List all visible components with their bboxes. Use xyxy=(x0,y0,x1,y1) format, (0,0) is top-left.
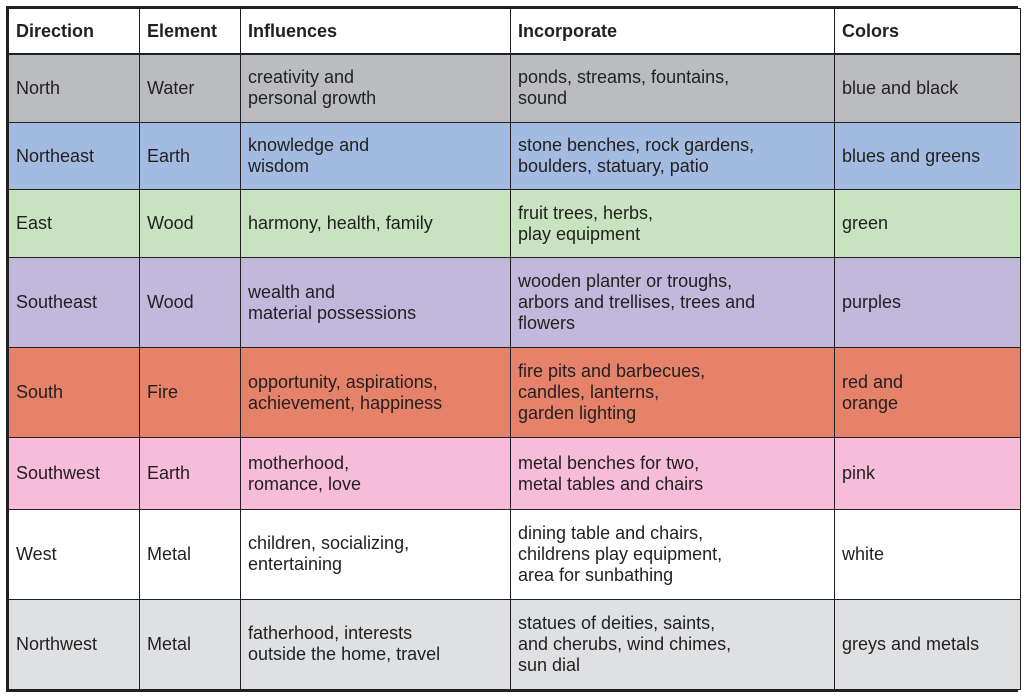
directions-table: Direction Element Influences Incorporate… xyxy=(8,8,1021,691)
cell-influences: motherhood, romance, love xyxy=(240,437,511,510)
cell-colors: blues and greens xyxy=(834,121,1021,191)
cell-influences: wealth and material possessions xyxy=(240,257,511,349)
cell-element: Fire xyxy=(139,347,241,439)
cell-element: Earth xyxy=(139,437,241,510)
cell-influences: opportunity, aspirations, achievement, h… xyxy=(240,347,511,439)
cell-influences: fatherhood, interests outside the home, … xyxy=(240,598,511,691)
cell-colors: green xyxy=(834,189,1021,259)
cell-incorporate: stone benches, rock gardens, boulders, s… xyxy=(510,121,835,191)
header-incorporate: Incorporate xyxy=(510,8,835,55)
cell-influences: children, socializing, entertaining xyxy=(240,508,511,600)
cell-element: Metal xyxy=(139,508,241,600)
cell-colors: red and orange xyxy=(834,347,1021,439)
cell-element: Earth xyxy=(139,121,241,191)
table-row-northeast: Northeast Earth knowledge and wisdom sto… xyxy=(8,121,1021,191)
cell-colors: white xyxy=(834,508,1021,600)
cell-incorporate: dining table and chairs, childrens play … xyxy=(510,508,835,600)
cell-element: Wood xyxy=(139,257,241,349)
cell-direction: Southwest xyxy=(8,437,140,510)
cell-direction: Northeast xyxy=(8,121,140,191)
cell-element: Metal xyxy=(139,598,241,691)
cell-element: Water xyxy=(139,53,241,123)
table-row-west: West Metal children, socializing, entert… xyxy=(8,508,1021,600)
cell-colors: greys and metals xyxy=(834,598,1021,691)
header-direction: Direction xyxy=(8,8,140,55)
cell-colors: purples xyxy=(834,257,1021,349)
table-row-east: East Wood harmony, health, family fruit … xyxy=(8,189,1021,259)
cell-influences: knowledge and wisdom xyxy=(240,121,511,191)
header-influences: Influences xyxy=(240,8,511,55)
cell-incorporate: fire pits and barbecues, candles, lanter… xyxy=(510,347,835,439)
cell-incorporate: metal benches for two, metal tables and … xyxy=(510,437,835,510)
table-row-southeast: Southeast Wood wealth and material posse… xyxy=(8,257,1021,349)
cell-colors: pink xyxy=(834,437,1021,510)
cell-colors: blue and black xyxy=(834,53,1021,123)
cell-influences: harmony, health, family xyxy=(240,189,511,259)
cell-incorporate: fruit trees, herbs, play equipment xyxy=(510,189,835,259)
header-colors: Colors xyxy=(834,8,1021,55)
header-row: Direction Element Influences Incorporate… xyxy=(8,8,1021,55)
table-row-south: South Fire opportunity, aspirations, ach… xyxy=(8,347,1021,439)
header-element: Element xyxy=(139,8,241,55)
cell-influences: creativity and personal growth xyxy=(240,53,511,123)
cell-direction: South xyxy=(8,347,140,439)
cell-direction: West xyxy=(8,508,140,600)
feng-shui-table: Direction Element Influences Incorporate… xyxy=(6,6,1021,692)
cell-direction: Southeast xyxy=(8,257,140,349)
cell-incorporate: ponds, streams, fountains, sound xyxy=(510,53,835,123)
cell-direction: North xyxy=(8,53,140,123)
cell-incorporate: statues of deities, saints, and cherubs,… xyxy=(510,598,835,691)
cell-incorporate: wooden planter or troughs, arbors and tr… xyxy=(510,257,835,349)
cell-element: Wood xyxy=(139,189,241,259)
cell-direction: Northwest xyxy=(8,598,140,691)
table-row-southwest: Southwest Earth motherhood, romance, lov… xyxy=(8,437,1021,510)
table-row-northwest: Northwest Metal fatherhood, interests ou… xyxy=(8,598,1021,691)
cell-direction: East xyxy=(8,189,140,259)
table-row-north: North Water creativity and personal grow… xyxy=(8,53,1021,123)
